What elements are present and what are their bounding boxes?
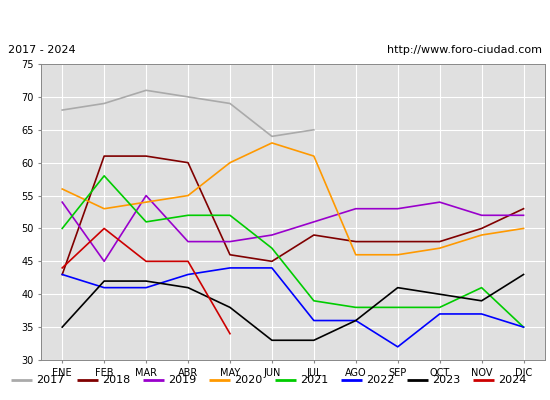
Text: 2022: 2022 [366, 375, 394, 385]
Text: 2021: 2021 [300, 375, 328, 385]
Text: 2017 - 2024: 2017 - 2024 [8, 45, 76, 55]
Text: http://www.foro-ciudad.com: http://www.foro-ciudad.com [387, 45, 542, 55]
Text: 2024: 2024 [498, 375, 526, 385]
Text: 2020: 2020 [234, 375, 262, 385]
Text: 2019: 2019 [168, 375, 196, 385]
Text: Evolucion del paro registrado en Ruesga: Evolucion del paro registrado en Ruesga [120, 10, 430, 26]
Text: 2023: 2023 [432, 375, 460, 385]
Text: 2017: 2017 [36, 375, 64, 385]
Text: 2018: 2018 [102, 375, 130, 385]
